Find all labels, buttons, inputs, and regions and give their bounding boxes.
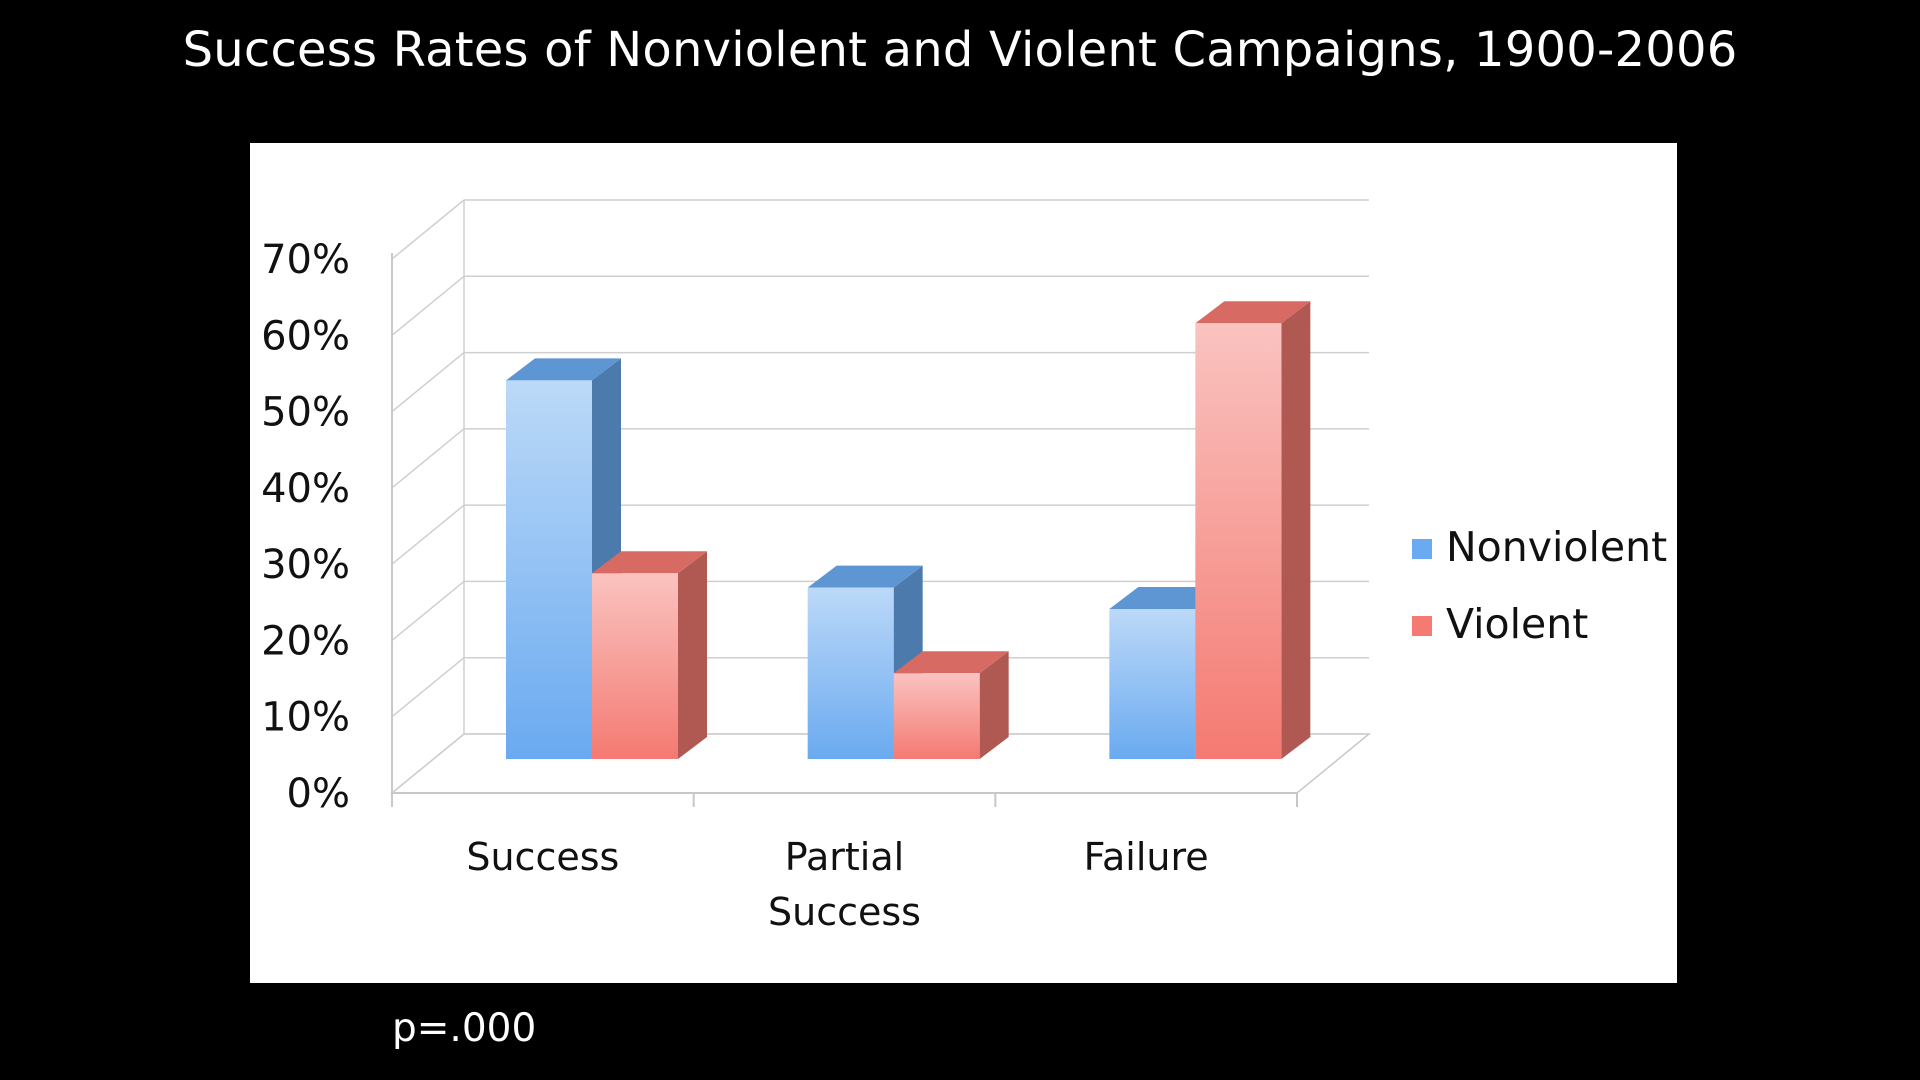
y-tick-label: 60% [261,313,350,359]
gridline-side [391,504,465,565]
gridline-side [391,733,465,794]
y-tick-label: 10% [261,695,350,741]
y-tick-label: 50% [261,390,350,436]
bar-side [979,651,1009,759]
bar-front [506,380,592,759]
bar-side [1281,301,1311,759]
bar-top [893,651,1009,674]
bar-front [893,673,980,759]
bar-violent-failure [1195,301,1311,759]
gridline-side [391,199,465,260]
gridline-side [391,580,465,642]
bar-chart: 0% 10% 20% 30% 40% 50% 60% 70% Success Partial Suc… [261,199,1667,934]
bar-top [1195,301,1311,324]
p-value-footnote: p=.000 [392,1006,537,1051]
bar-front [1109,609,1196,759]
x-tick-label: Success [768,890,921,934]
x-tick-label: Partial [785,835,904,879]
gridline-side [391,657,465,718]
gridline-side [391,428,465,489]
legend-swatch-violent [1412,616,1432,636]
legend-swatch-nonviolent [1412,539,1432,559]
y-tick-label: 20% [261,618,350,664]
y-tick-label: 70% [261,237,350,283]
bar-top [807,565,923,588]
y-tick-label: 0% [287,771,350,817]
bar-violent-partial-success [893,651,1009,759]
gridline-side [391,351,465,413]
legend-label-violent: Violent [1446,600,1588,648]
bar-side [678,551,707,759]
axes [391,253,1298,807]
bar-front [592,573,678,759]
legend: Nonviolent Violent [1412,523,1667,648]
axis-labels: 0% 10% 20% 30% 40% 50% 60% 70% Success Partial Suc… [261,237,1209,934]
bars [506,301,1311,759]
x-tick-label: Success [466,835,619,879]
legend-label-nonviolent: Nonviolent [1446,523,1667,571]
x-tick-label: Failure [1084,835,1209,879]
chart-title: Success Rates of Nonviolent and Violent … [182,22,1738,78]
bar-top [592,551,707,574]
bar-top [506,358,621,381]
bar-violent-success [592,551,707,759]
bar-front [807,587,894,759]
gridline-side [391,275,465,336]
y-tick-label: 30% [261,542,350,588]
chart-panel: 0% 10% 20% 30% 40% 50% 60% 70% Success Partial Suc… [250,143,1677,983]
bar-front [1195,323,1282,759]
y-tick-label: 40% [261,466,350,512]
